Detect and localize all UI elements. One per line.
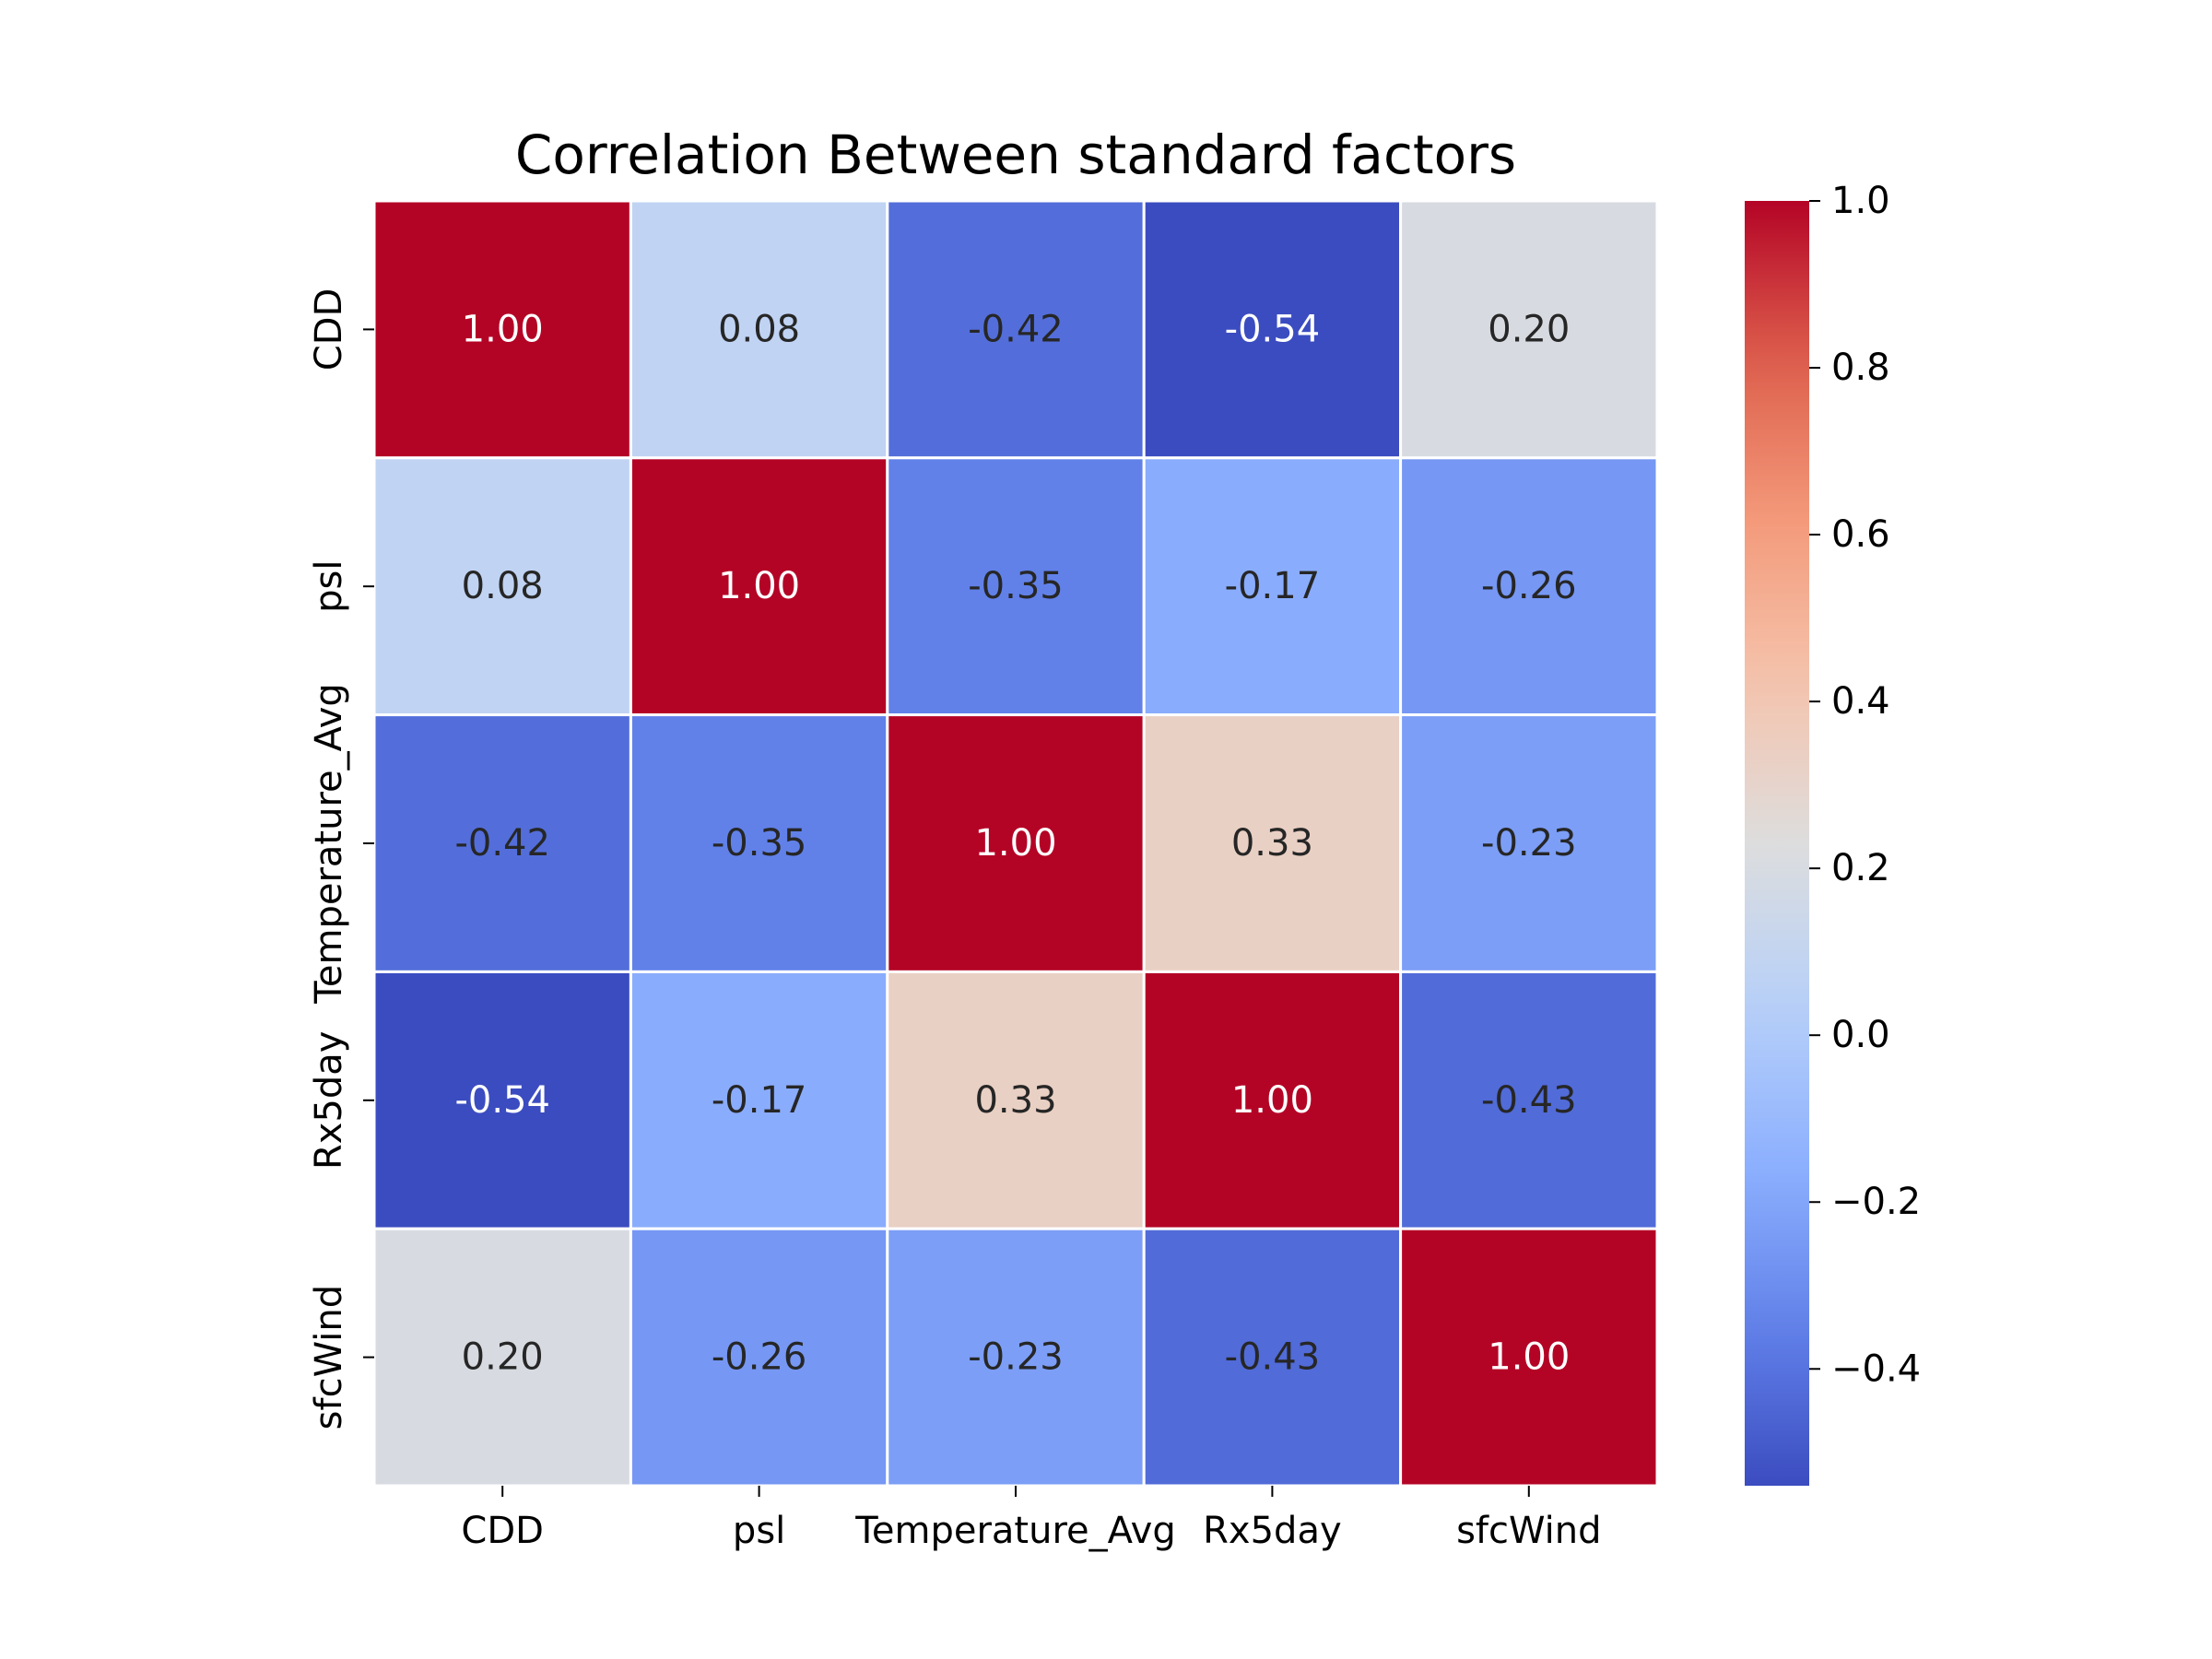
- heatmap-cell-1-0: [372, 456, 632, 717]
- cell-value-label-4-0: 0.20: [462, 1336, 544, 1379]
- heatmap-cell-1-4: [1399, 456, 1659, 717]
- colorbar-tick-label-7: 1.0: [1831, 180, 1890, 222]
- cell-value-label-4-3: -0.43: [1225, 1336, 1321, 1379]
- heatmap-cells: [372, 199, 1659, 1488]
- x-tick-label-1: psl: [733, 1510, 785, 1552]
- heatmap-cell-2-4: [1399, 713, 1659, 973]
- heatmap-cell-2-1: [629, 713, 889, 973]
- cell-value-label-1-1: 1.00: [718, 565, 800, 607]
- heatmap-cell-4-1: [629, 1227, 889, 1488]
- x-tick-label-4: sfcWind: [1456, 1510, 1601, 1552]
- heatmap-cell-3-4: [1399, 970, 1659, 1230]
- cell-value-label-3-4: -0.43: [1481, 1079, 1577, 1122]
- cell-value-label-4-4: 1.00: [1488, 1336, 1570, 1379]
- heatmap-cell-0-1: [629, 199, 889, 460]
- colorbar-tick-label-5: 0.6: [1831, 513, 1890, 556]
- heatmap-cell-2-3: [1142, 713, 1403, 973]
- colorbar-gradient: [1745, 201, 1809, 1486]
- cell-value-label-0-3: -0.54: [1225, 308, 1321, 350]
- heatmap-cell-0-4: [1399, 199, 1659, 460]
- cell-value-label-2-3: 0.33: [1231, 822, 1313, 865]
- colorbar-tick-label-6: 0.8: [1831, 347, 1890, 389]
- colorbar-tick-label-0: −0.4: [1831, 1347, 1921, 1390]
- cell-value-label-3-0: -0.54: [454, 1079, 550, 1122]
- cell-value-label-3-3: 1.00: [1231, 1079, 1313, 1122]
- y-tick-label-1: psl: [308, 560, 350, 613]
- heatmap-cell-4-0: [372, 1227, 632, 1488]
- x-tick-label-2: Temperature_Avg: [854, 1510, 1175, 1552]
- cell-value-label-0-2: -0.42: [968, 308, 1064, 350]
- heatmap-cell-4-4: [1399, 1227, 1659, 1488]
- cell-value-label-1-4: -0.26: [1481, 565, 1577, 607]
- x-tick-label-3: Rx5day: [1203, 1510, 1342, 1552]
- cell-value-label-1-3: -0.17: [1225, 565, 1321, 607]
- y-axis: CDD psl Temperature_Avg Rx5day sfcWind: [308, 288, 374, 1430]
- cell-value-label-2-2: 1.00: [974, 822, 1056, 865]
- cell-value-label-3-2: 0.33: [974, 1079, 1056, 1122]
- colorbar-tick-label-1: −0.2: [1831, 1181, 1921, 1223]
- heatmap-cell-0-2: [886, 199, 1146, 460]
- heatmap-cell-2-2: [886, 713, 1146, 973]
- heatmap-cell-3-2: [886, 970, 1146, 1230]
- cell-value-label-4-2: -0.23: [968, 1336, 1064, 1379]
- colorbar-tick-label-2: 0.0: [1831, 1014, 1890, 1056]
- heatmap-cell-3-3: [1142, 970, 1403, 1230]
- cell-value-label-2-4: -0.23: [1481, 822, 1577, 865]
- heatmap-cell-1-2: [886, 456, 1146, 717]
- cell-value-label-4-1: -0.26: [712, 1336, 807, 1379]
- colorbar: −0.4 −0.2 0.0 0.2 0.4 0.6 0.8 1.0: [1745, 180, 1921, 1486]
- heatmap-cell-3-1: [629, 970, 889, 1230]
- cell-value-label-0-1: 0.08: [718, 308, 800, 350]
- cell-value-label-0-0: 1.00: [462, 308, 544, 350]
- y-tick-label-2: Temperature_Avg: [308, 683, 350, 1004]
- y-tick-label-4: sfcWind: [308, 1285, 350, 1430]
- heatmap-cell-labels: 1.00 0.08 -0.42 -0.54 0.20 0.08 1.00 -0.35 -0.17…: [454, 308, 1576, 1378]
- cell-value-label-3-1: -0.17: [712, 1079, 807, 1122]
- colorbar-tick-label-4: 0.4: [1831, 680, 1890, 723]
- heatmap-cell-0-3: [1142, 199, 1403, 460]
- x-axis: CDD psl Temperature_Avg Rx5day sfcWind: [461, 1486, 1602, 1552]
- cell-value-label-1-2: -0.35: [968, 565, 1064, 607]
- colorbar-tick-label-3: 0.2: [1831, 847, 1890, 889]
- y-tick-label-3: Rx5day: [308, 1031, 350, 1171]
- cell-value-label-1-0: 0.08: [462, 565, 544, 607]
- heatmap-cell-0-0: [372, 199, 632, 460]
- cell-value-label-2-1: -0.35: [712, 822, 807, 865]
- y-tick-label-0: CDD: [308, 288, 350, 371]
- x-tick-label-0: CDD: [461, 1510, 544, 1552]
- chart-title: Correlation Between standard factors: [515, 124, 1516, 186]
- cell-value-label-0-4: 0.20: [1488, 308, 1570, 350]
- heatmap-cell-4-2: [886, 1227, 1146, 1488]
- cell-value-label-2-0: -0.42: [454, 822, 550, 865]
